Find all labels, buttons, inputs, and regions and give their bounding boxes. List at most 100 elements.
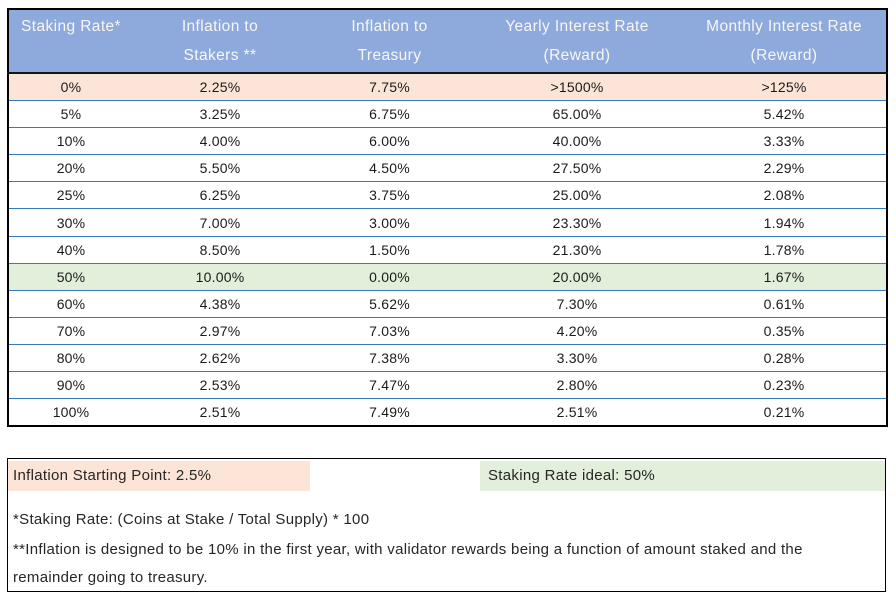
- table-cell: 2.51%: [472, 398, 682, 427]
- table-cell: 70%: [8, 317, 133, 345]
- table-cell: 7.47%: [307, 371, 472, 400]
- column-header-line2: [9, 41, 133, 70]
- column-header-line1: Inflation to: [351, 18, 428, 35]
- table-cell: 3.30%: [472, 344, 682, 373]
- table-cell: 25%: [8, 181, 133, 210]
- table-cell: 3.00%: [307, 208, 472, 237]
- table-cell: 4.20%: [472, 317, 682, 345]
- table-cell: 7.03%: [307, 317, 472, 345]
- table-cell: 6.00%: [307, 127, 472, 156]
- table-cell: 1.50%: [307, 236, 472, 264]
- table-cell: 25.00%: [472, 181, 682, 210]
- table-cell: 1.94%: [682, 208, 887, 237]
- table-cell: 8.50%: [133, 236, 307, 264]
- table-cell: 7.00%: [133, 208, 307, 237]
- table-row: 5% 3.25% 6.75% 65.00% 5.42%: [8, 100, 887, 129]
- table-cell: 7.49%: [307, 398, 472, 427]
- table-row: 40% 8.50% 1.50% 21.30% 1.78%: [8, 236, 887, 264]
- table-cell: 2.80%: [472, 371, 682, 400]
- column-header-line1: Monthly Interest Rate: [706, 18, 862, 35]
- table-cell: 7.30%: [472, 290, 682, 318]
- column-header-yearly-interest-rate: Yearly Interest Rate (Reward): [472, 9, 682, 74]
- table-cell: 0.35%: [682, 317, 887, 345]
- table-cell: 4.50%: [307, 154, 472, 183]
- inflation-starting-point-note: Inflation Starting Point: 2.5%: [8, 461, 310, 491]
- table-cell: 2.29%: [682, 154, 887, 183]
- table-row: 30% 7.00% 3.00% 23.30% 1.94%: [8, 208, 887, 237]
- table-cell: 4.38%: [133, 290, 307, 318]
- table-cell: 100%: [8, 398, 133, 427]
- column-header-line1: Inflation to: [181, 18, 259, 35]
- table-cell: 4.00%: [133, 127, 307, 156]
- table-cell: 65.00%: [472, 100, 682, 129]
- column-header-line1: Staking Rate*: [21, 18, 121, 35]
- table-cell: 1.67%: [682, 263, 887, 291]
- table-cell: 40.00%: [472, 127, 682, 156]
- table-cell: 90%: [8, 371, 133, 400]
- table-cell: 6.25%: [133, 181, 307, 210]
- table-cell: 20%: [8, 154, 133, 183]
- table-cell: 10%: [8, 127, 133, 156]
- table-cell: 5.50%: [133, 154, 307, 183]
- table-cell: 2.97%: [133, 317, 307, 345]
- table-cell: 3.75%: [307, 181, 472, 210]
- staking-rates-table: Staking Rate* Inflation to Stakers ** In…: [7, 8, 888, 428]
- notes-panel: Inflation Starting Point: 2.5% Staking R…: [7, 458, 886, 592]
- table-cell: 2.53%: [133, 371, 307, 400]
- table-cell: 0.23%: [682, 371, 887, 400]
- table-row: 10% 4.00% 6.00% 40.00% 3.33%: [8, 127, 887, 156]
- table-cell: 7.75%: [307, 73, 472, 102]
- table-row: 50% 10.00% 0.00% 20.00% 1.67%: [8, 263, 887, 291]
- column-header-line2: Stakers **: [183, 47, 257, 64]
- table-cell: 2.51%: [133, 398, 307, 427]
- table-cell: 3.33%: [682, 127, 887, 156]
- table-cell: 21.30%: [472, 236, 682, 264]
- table-cell: 0.21%: [682, 398, 887, 427]
- column-header-line1: Yearly Interest Rate: [505, 18, 649, 35]
- table-cell: 1.78%: [682, 236, 887, 264]
- table-cell: 0%: [8, 73, 133, 102]
- column-header-line2: (Reward): [750, 47, 818, 64]
- table-cell: >1500%: [472, 73, 682, 102]
- table-cell: 2.08%: [682, 181, 887, 210]
- table-header-row: Staking Rate* Inflation to Stakers ** In…: [8, 9, 887, 74]
- table-row: 100% 2.51% 7.49% 2.51% 0.21%: [8, 398, 887, 427]
- column-header-inflation-to-treasury: Inflation to Treasury: [307, 9, 472, 74]
- table-cell: 5.42%: [682, 100, 887, 129]
- table-row: 80% 2.62% 7.38% 3.30% 0.28%: [8, 344, 887, 373]
- table-row: 0% 2.25% 7.75% >1500% >125%: [8, 73, 887, 102]
- column-header-staking-rate: Staking Rate*: [8, 9, 133, 74]
- table-cell: 2.62%: [133, 344, 307, 373]
- table-cell: 30%: [8, 208, 133, 237]
- table-row: 60% 4.38% 5.62% 7.30% 0.61%: [8, 290, 887, 318]
- table-cell: 5%: [8, 100, 133, 129]
- table-cell: 0.28%: [682, 344, 887, 373]
- table-row: 25% 6.25% 3.75% 25.00% 2.08%: [8, 181, 887, 210]
- table-cell: 0.00%: [307, 263, 472, 291]
- table-cell: 20.00%: [472, 263, 682, 291]
- table-cell: 3.25%: [133, 100, 307, 129]
- table-cell: 80%: [8, 344, 133, 373]
- column-header-monthly-interest-rate: Monthly Interest Rate (Reward): [682, 9, 887, 74]
- table-cell: 2.25%: [133, 73, 307, 102]
- table-cell: 6.75%: [307, 100, 472, 129]
- table-cell: 60%: [8, 290, 133, 318]
- footnote-inflation-design-line2: remainder going to treasury.: [13, 569, 208, 586]
- table-cell: 27.50%: [472, 154, 682, 183]
- table-row: 90% 2.53% 7.47% 2.80% 0.23%: [8, 371, 887, 400]
- staking-rate-ideal-note: Staking Rate ideal: 50%: [480, 461, 885, 491]
- table-cell: 5.62%: [307, 290, 472, 318]
- table-cell: 10.00%: [133, 263, 307, 291]
- table-row: 20% 5.50% 4.50% 27.50% 2.29%: [8, 154, 887, 183]
- table-cell: 0.61%: [682, 290, 887, 318]
- column-header-line2: Treasury: [357, 47, 422, 64]
- table-cell: 50%: [8, 263, 133, 291]
- footnote-inflation-design-line1: **Inflation is designed to be 10% in the…: [13, 541, 803, 558]
- table-cell: 40%: [8, 236, 133, 264]
- footnote-staking-rate-formula: *Staking Rate: (Coins at Stake / Total S…: [13, 511, 370, 528]
- table-cell: 23.30%: [472, 208, 682, 237]
- column-header-line2: (Reward): [543, 47, 611, 64]
- table-cell: >125%: [682, 73, 887, 102]
- column-header-inflation-to-stakers: Inflation to Stakers **: [133, 9, 307, 74]
